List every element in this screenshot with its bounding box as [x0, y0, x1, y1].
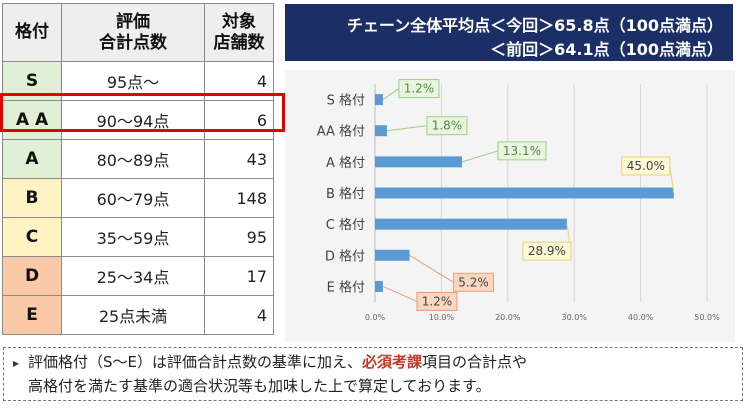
category-label: A 格付 [326, 155, 365, 171]
data-label: 5.2% [458, 275, 489, 289]
grade-cell: E [2, 295, 62, 335]
highlight-box-aa [0, 93, 285, 132]
grade-cell: D [2, 256, 62, 296]
score-range-cell: 60～79点 [61, 178, 205, 218]
category-label: AA 格付 [317, 124, 365, 140]
footnote-text-post: 項目の合計点や [422, 353, 528, 371]
table-row: D 25～34点 17 [2, 256, 274, 296]
x-tick-label: 10.0% [429, 313, 455, 322]
current-average-score: チェーン全体平均点＜今回＞65.8点（100点満点） [346, 16, 723, 35]
data-label-box [453, 272, 495, 292]
category-label: C 格付 [326, 217, 365, 233]
chart-svg: 0.0% 10.0% 20.0% 30.0% 40.0% 50.0% S 格付 1.2% AA … [317, 79, 720, 322]
data-label-box [621, 156, 671, 176]
store-count-cell: 43 [204, 139, 274, 179]
header-score-range: 評価 合計点数 [61, 3, 205, 62]
average-score-banner: チェーン全体平均点＜今回＞65.8点（100点満点） ＜前回＞64.1点（100… [285, 4, 733, 61]
label-leader-line [669, 165, 675, 194]
data-label: 45.0% [627, 159, 665, 173]
score-range-cell: 80～89点 [61, 139, 205, 179]
footnote-emphasis: 必須考課 [362, 353, 423, 371]
bar [375, 218, 567, 230]
data-label: 28.9% [528, 244, 566, 258]
table-row: B 60～79点 148 [2, 178, 274, 218]
data-label: 1.2% [422, 294, 453, 308]
bar [375, 249, 410, 261]
previous-average-score: ＜前回＞64.1点（100点満点） [490, 40, 723, 59]
x-tick-label: 30.0% [561, 313, 587, 322]
data-label: 1.8% [432, 119, 463, 133]
store-count-cell: 17 [204, 256, 274, 296]
bar [375, 280, 383, 292]
label-leader-line [382, 285, 418, 302]
table-row: E 25点未満 4 [2, 295, 274, 335]
table-row: A A 90～94点 6 [2, 100, 274, 140]
category-label: B 格付 [326, 186, 365, 202]
bar [375, 94, 383, 106]
grade-distribution-chart: 0.0% 10.0% 20.0% 30.0% 40.0% 50.0% S 格付 1.2% AA … [285, 70, 735, 342]
label-leader-line [386, 125, 428, 132]
rating-table: 格付 評価 合計点数 対象 店舗数 S 95点～ 4 A A 90～94点 6 A 80～89点 4… [2, 3, 274, 335]
header-grade: 格付 [2, 3, 62, 62]
data-label-box [416, 291, 458, 311]
data-label: 1.2% [404, 82, 435, 96]
score-range-cell: 25点未満 [61, 295, 205, 335]
header-store-count: 対象 店舗数 [204, 3, 274, 62]
data-label-box [426, 116, 468, 136]
x-tick-label: 40.0% [628, 313, 654, 322]
bar [375, 156, 462, 168]
bar [375, 187, 674, 199]
grade-cell: A A [2, 100, 62, 140]
x-tick-label: 20.0% [495, 313, 521, 322]
label-leader-line [409, 254, 454, 283]
data-label-box [522, 241, 572, 261]
x-tick-label: 0.0% [365, 313, 386, 322]
score-range-cell: 35～59点 [61, 217, 205, 257]
store-count-cell: 95 [204, 217, 274, 257]
store-count-cell: 148 [204, 178, 274, 218]
grade-cell: B [2, 178, 62, 218]
bullet-icon: ▸ [13, 356, 20, 370]
table-row: A 80～89点 43 [2, 139, 274, 179]
label-leader-line [461, 150, 499, 163]
data-label-box [398, 79, 440, 99]
store-count-cell: 4 [204, 295, 274, 335]
footnote-box: ▸ 評価格付（S～E）は評価合計点数の基準に加え、必須考課項目の合計点や 高格付… [3, 347, 743, 401]
footnote-text-pre: 評価格付（S～E）は評価合計点数の基準に加え、 [28, 353, 363, 371]
category-label: D 格付 [325, 248, 365, 264]
category-label: E 格付 [327, 279, 365, 295]
category-label: S 格付 [327, 93, 365, 109]
score-range-cell: 25～34点 [61, 256, 205, 296]
score-range-cell: 90～94点 [61, 100, 205, 140]
bar [375, 125, 387, 137]
table-row: C 35～59点 95 [2, 217, 274, 257]
table-header-row: 格付 評価 合計点数 対象 店舗数 [2, 3, 274, 62]
data-label: 13.1% [503, 144, 541, 158]
data-label-box [497, 141, 547, 161]
x-tick-label: 50.0% [694, 313, 720, 322]
footnote-line-1: 評価格付（S～E）は評価合計点数の基準に加え、必須考課項目の合計点や [28, 350, 742, 374]
grade-cell: C [2, 217, 62, 257]
store-count-cell: 6 [204, 100, 274, 140]
label-leader-line [382, 88, 400, 100]
footnote-line-2: 高格付を満たす基準の適合状況等も加味した上で算定しております。 [28, 377, 491, 395]
grade-cell: A [2, 139, 62, 179]
